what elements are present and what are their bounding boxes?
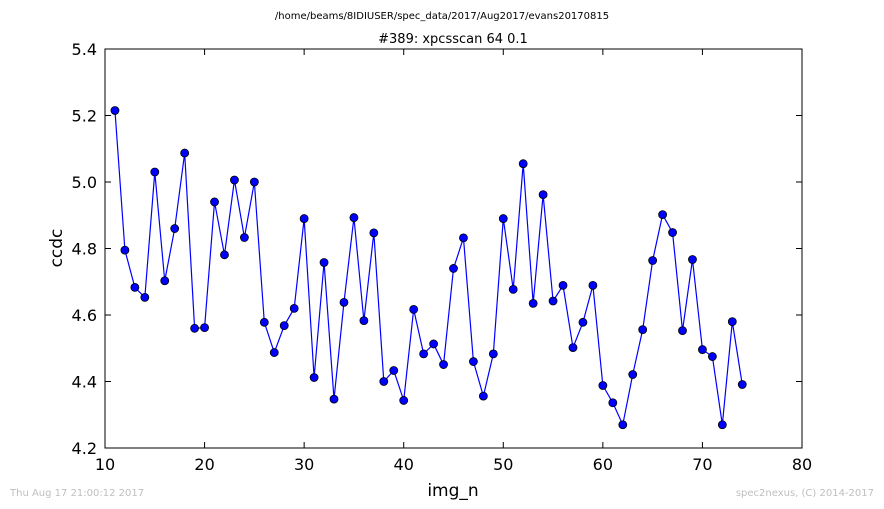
data-point — [528, 298, 538, 308]
data-point — [707, 352, 717, 361]
data-point — [140, 292, 150, 302]
data-point — [160, 276, 170, 286]
footer-credit: spec2nexus, (C) 2014-2017 — [735, 488, 874, 499]
data-point — [578, 317, 588, 327]
data-point — [678, 326, 687, 336]
data-point — [568, 343, 578, 352]
data-point — [598, 381, 608, 390]
series-layer — [110, 106, 747, 430]
x-tick-label: 40 — [394, 455, 414, 474]
data-point — [269, 348, 279, 357]
x-tick-label: 60 — [593, 455, 613, 474]
data-point — [459, 233, 468, 243]
data-point — [478, 391, 488, 401]
x-tick-label: 50 — [493, 455, 513, 474]
y-tick-label: 5.0 — [72, 173, 97, 192]
data-point — [419, 349, 429, 359]
data-point — [409, 304, 419, 314]
data-point — [558, 281, 568, 290]
x-axis-ticks: 10 20 30 40 50 60 70 80 — [95, 49, 812, 474]
data-point — [220, 250, 229, 260]
data-point — [727, 317, 737, 327]
data-point — [150, 167, 160, 177]
data-point — [110, 106, 120, 115]
data-point — [658, 210, 667, 219]
data-point — [508, 284, 518, 294]
x-tick-label: 80 — [792, 455, 812, 474]
data-point — [538, 190, 548, 200]
y-axis-ticks: 4.2 4.4 4.6 4.8 5.0 5.2 5.4 — [72, 40, 802, 458]
data-point — [628, 370, 638, 379]
data-point — [369, 228, 379, 238]
y-tick-label: 4.8 — [72, 240, 97, 259]
data-point — [648, 256, 658, 265]
plot-area-frame — [104, 48, 803, 449]
y-axis-label: ccdc — [47, 229, 67, 268]
chart-title: #389: xpcsscan 64 0.1 — [378, 32, 528, 47]
data-point — [259, 317, 269, 327]
data-point — [449, 264, 458, 273]
data-point — [618, 420, 628, 430]
data-point — [439, 360, 448, 369]
data-point — [319, 258, 329, 267]
data-point — [130, 282, 140, 292]
data-point — [389, 366, 399, 375]
data-point — [170, 224, 180, 233]
data-point — [379, 377, 389, 386]
data-point — [289, 303, 299, 313]
data-point — [349, 213, 359, 222]
data-point — [309, 373, 319, 382]
y-tick-label: 4.2 — [72, 439, 97, 458]
data-point — [339, 297, 349, 307]
data-point — [180, 148, 190, 158]
data-point — [279, 321, 289, 331]
x-tick-label: 30 — [294, 455, 314, 474]
data-point — [698, 345, 707, 354]
data-point — [608, 398, 618, 408]
data-point — [239, 233, 249, 242]
data-point — [429, 339, 438, 349]
data-point — [488, 349, 498, 359]
data-point — [498, 214, 508, 223]
data-point — [230, 175, 239, 185]
y-tick-label: 4.6 — [72, 306, 97, 325]
data-point — [299, 214, 309, 223]
x-tick-label: 70 — [692, 455, 712, 474]
data-point — [249, 177, 259, 187]
data-point — [588, 281, 598, 290]
series-line — [114, 110, 743, 427]
data-point — [469, 357, 478, 366]
y-tick-label: 5.2 — [72, 107, 97, 126]
data-point — [518, 159, 528, 169]
x-axis-label: img_n — [427, 481, 478, 501]
y-tick-label: 5.4 — [72, 40, 97, 59]
data-point — [638, 325, 648, 335]
data-point — [548, 296, 558, 306]
data-point — [190, 323, 200, 333]
data-point — [200, 323, 209, 333]
footer-timestamp: Thu Aug 17 21:00:12 2017 — [10, 488, 145, 499]
data-point — [737, 380, 747, 389]
y-tick-label: 4.4 — [72, 373, 97, 392]
x-tick-label: 10 — [95, 455, 115, 474]
data-point — [668, 228, 677, 237]
data-point — [329, 394, 339, 404]
data-point — [210, 197, 219, 207]
data-point — [359, 316, 369, 326]
data-point — [120, 245, 130, 255]
data-point — [688, 255, 697, 264]
file-path-title: /home/beams/8IDIUSER/spec_data/2017/Aug2… — [275, 11, 609, 22]
data-point — [717, 420, 727, 430]
data-point — [399, 396, 409, 405]
x-tick-label: 20 — [194, 455, 214, 474]
